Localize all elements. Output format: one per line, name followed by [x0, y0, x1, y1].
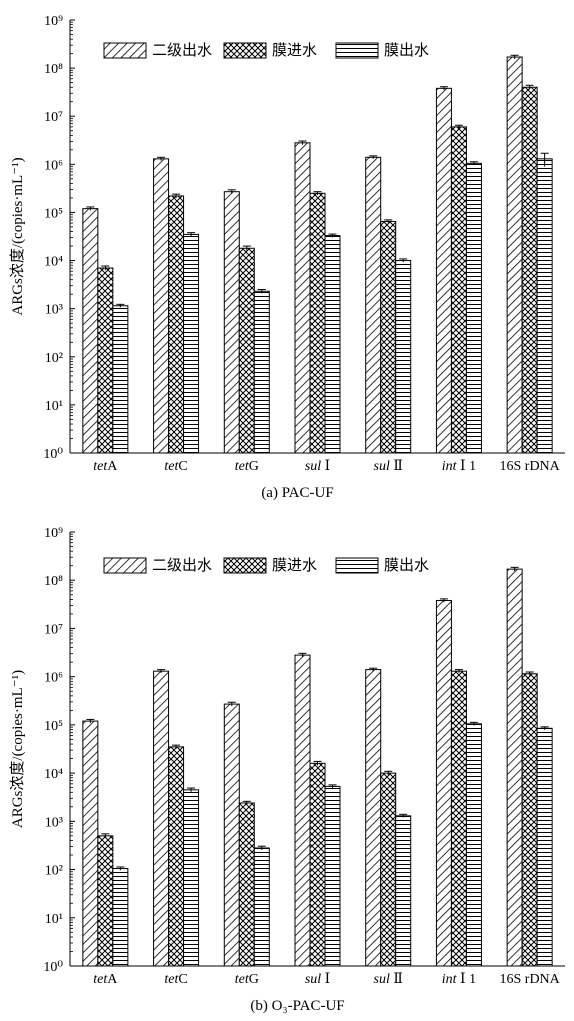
bar: [324, 785, 341, 967]
y-tick-label: 10⁴: [44, 767, 63, 782]
legend-label: 二级出水: [152, 556, 212, 574]
y-tick-label: 10¹: [45, 912, 63, 927]
bar: [82, 208, 99, 454]
x-tick-label: sul Ⅱ: [374, 459, 403, 474]
bar: [521, 86, 538, 454]
bar: [450, 126, 467, 454]
legend-swatch: [223, 557, 267, 574]
bar: [168, 195, 185, 454]
legend-label: 膜进水: [272, 41, 317, 59]
bar: [450, 670, 467, 967]
bar: [97, 267, 114, 454]
x-tick-label: sul Ⅰ: [305, 459, 330, 474]
bar: [506, 56, 523, 454]
bar: [253, 290, 270, 454]
legend-label: 膜出水: [384, 41, 429, 59]
bar: [223, 703, 240, 967]
legend-swatch: [335, 42, 379, 59]
y-tick-label: 10⁵: [44, 206, 63, 221]
bar: [435, 87, 452, 454]
y-tick-label: 10²: [45, 351, 63, 366]
y-tick-label: 10⁵: [44, 719, 63, 734]
x-tick-label: sul Ⅱ: [374, 972, 403, 987]
bar: [465, 723, 482, 967]
y-tick-label: 10¹: [45, 399, 63, 414]
bar: [380, 772, 397, 967]
y-tick-label: 10⁴: [44, 255, 63, 270]
x-tick-label: tetA: [93, 459, 118, 474]
figure-caption: (b) O₃-PAC-UF: [250, 998, 344, 1014]
legend-swatch: [335, 557, 379, 574]
bar: [395, 815, 412, 967]
bar: [536, 727, 553, 967]
bar: [112, 305, 129, 454]
legend: 二级出水 膜进水 膜出水: [103, 41, 429, 59]
y-tick-label: 10⁹: [44, 526, 63, 541]
bar: [395, 260, 412, 454]
bar: [97, 835, 114, 967]
y-tick-label: 10⁰: [43, 447, 63, 462]
bar: [183, 789, 200, 967]
y-tick-label: 10⁰: [43, 960, 63, 975]
y-tick-label: 10⁶: [44, 671, 63, 686]
bar: [309, 192, 326, 454]
x-tick-label: 16S rDNA: [500, 972, 561, 987]
x-tick-label: int Ⅰ 1: [442, 459, 476, 474]
legend: 二级出水 膜进水 膜出水: [103, 556, 429, 574]
x-tick-label: tetG: [235, 459, 259, 474]
bar: [294, 142, 311, 454]
x-tick-label: tetG: [235, 972, 259, 987]
y-tick-label: 10⁷: [44, 622, 63, 637]
bar: [521, 673, 538, 967]
bar: [380, 220, 397, 454]
chart-pac-uf: 10⁰ 10¹ 10² 10³ 10⁴ 10⁵ 10⁶ 10⁷ 10⁸ 10⁹ ARGs浓度/(co…: [9, 14, 565, 501]
y-axis-label: ARGs浓度/(copies·mL⁻¹): [9, 157, 26, 315]
legend-swatch: [103, 557, 147, 574]
x-tick-label: int Ⅰ 1: [442, 972, 476, 987]
y-tick-label: 10⁹: [44, 14, 63, 29]
bar: [238, 247, 255, 454]
bar: [536, 158, 553, 454]
y-tick-label: 10⁸: [44, 62, 63, 77]
bar: [238, 802, 255, 967]
x-tick-label: tetA: [93, 972, 118, 987]
bar: [365, 156, 382, 454]
bar: [153, 670, 170, 967]
legend-swatch: [103, 42, 147, 59]
bar: [324, 235, 341, 454]
bar: [112, 868, 129, 967]
chart-o3-pac-uf: 10⁰ 10¹ 10² 10³ 10⁴ 10⁵ 10⁶ 10⁷ 10⁸ 10⁹ ARGs浓度/(co…: [9, 526, 565, 1014]
figure-caption: (a) PAC-UF: [261, 485, 333, 501]
y-tick-label: 10⁶: [44, 158, 63, 173]
x-tick-label: sul Ⅰ: [305, 972, 330, 987]
y-tick-label: 10²: [45, 864, 63, 879]
legend-label: 膜出水: [384, 556, 429, 574]
legend-swatch: [223, 42, 267, 59]
legend-label: 二级出水: [152, 41, 212, 59]
bar: [223, 191, 240, 454]
y-tick-label: 10⁸: [44, 574, 63, 589]
y-tick-label: 10³: [45, 815, 63, 830]
x-tick-label: tetC: [164, 972, 187, 987]
bar: [309, 762, 326, 967]
bar: [294, 654, 311, 967]
bar: [253, 847, 270, 967]
bar: [183, 233, 200, 454]
bar: [506, 568, 523, 967]
y-tick-label: 10³: [45, 303, 63, 318]
bar: [153, 158, 170, 454]
y-tick-label: 10⁷: [44, 110, 63, 125]
x-tick-label: 16S rDNA: [500, 459, 561, 474]
bar: [168, 746, 185, 967]
legend-label: 膜进水: [272, 556, 317, 574]
bar: [365, 669, 382, 967]
bar: [435, 599, 452, 967]
bar: [465, 162, 482, 454]
bar: [82, 720, 99, 967]
x-tick-label: tetC: [164, 459, 187, 474]
y-axis-label: ARGs浓度/(copies·mL⁻¹): [9, 670, 26, 828]
